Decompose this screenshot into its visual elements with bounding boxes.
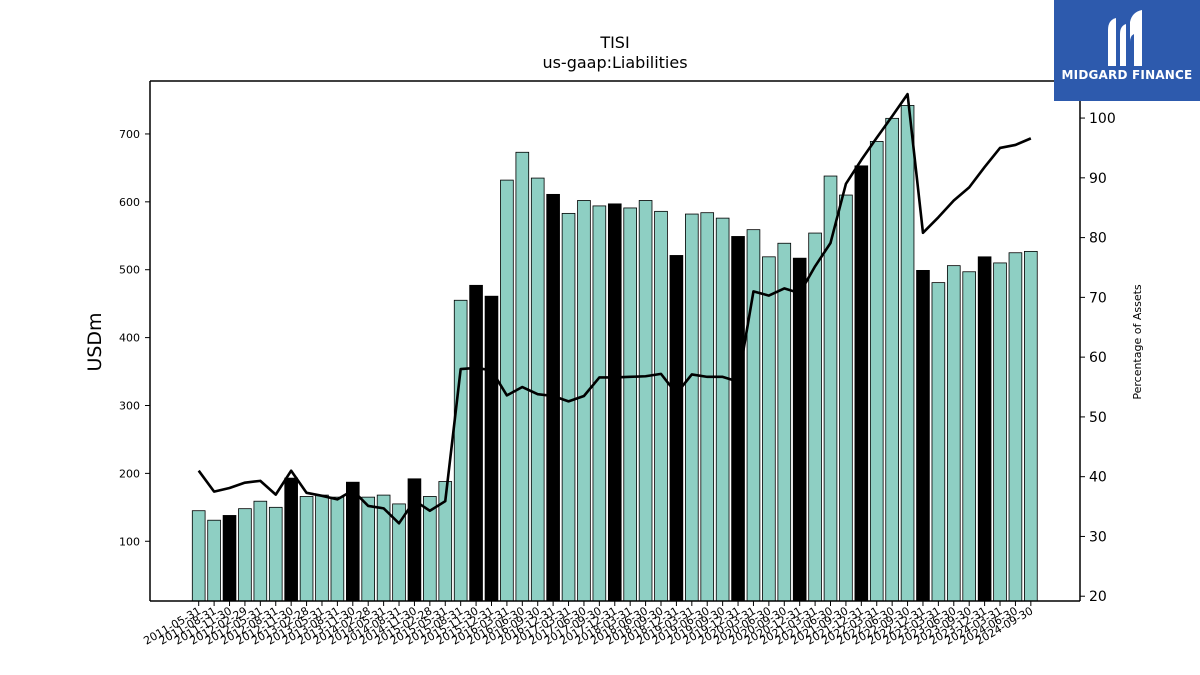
bar-2017-12-31 bbox=[607, 203, 622, 602]
bar-2022-12-31 bbox=[916, 269, 930, 602]
bar-2015-11-30 bbox=[469, 284, 483, 602]
bar-2017-06-30 bbox=[577, 200, 591, 602]
y2-tick-label: 60 bbox=[1089, 350, 1107, 366]
bar-2022-09-30 bbox=[900, 105, 915, 602]
bar-2020-12-31 bbox=[792, 257, 807, 602]
bar-2024-09-30 bbox=[1024, 250, 1038, 602]
y-tick-label: 600 bbox=[119, 196, 140, 209]
y2-tick-label: 20 bbox=[1089, 589, 1107, 605]
bar-2016-09-30 bbox=[530, 177, 545, 602]
brand-name: MIDGARD FINANCE bbox=[1061, 68, 1193, 82]
y2-tick-label: 30 bbox=[1089, 529, 1107, 545]
bar-2016-06-30 bbox=[515, 151, 530, 602]
y2-tick-label: 100 bbox=[1089, 111, 1116, 127]
y-tick-label: 400 bbox=[119, 332, 140, 345]
percentage-line bbox=[197, 92, 1032, 525]
bar-2012-05-31 bbox=[253, 500, 268, 602]
bar-2014-11-30 bbox=[407, 478, 422, 602]
bar-2018-09-30 bbox=[654, 210, 668, 602]
bars-layer bbox=[191, 105, 1038, 602]
bar-2018-03-31 bbox=[623, 207, 637, 602]
chart-title: TISI bbox=[599, 33, 629, 52]
ticks-layer: 100 200 300 400 500 600 700 20 30 40 50 60 70 80 90 100… bbox=[119, 111, 1116, 648]
y2-tick-label: 90 bbox=[1089, 171, 1107, 187]
y-tick-label: 700 bbox=[119, 128, 140, 141]
bar-2019-06-30 bbox=[700, 212, 715, 602]
bar-2018-06-30 bbox=[638, 200, 653, 602]
bar-2024-06-30 bbox=[1008, 252, 1023, 602]
bar-2017-09-30 bbox=[592, 205, 607, 602]
bar-2012-11-30 bbox=[284, 477, 298, 602]
bar-2012-08-31 bbox=[268, 506, 283, 602]
bar-2017-03-31 bbox=[561, 212, 576, 602]
y-tick-label: 300 bbox=[119, 399, 140, 412]
bar-2023-09-30 bbox=[962, 271, 976, 602]
bar-2024-03-31 bbox=[993, 262, 1007, 602]
bar-2011-08-31 bbox=[207, 519, 221, 602]
bar-2021-03-31 bbox=[808, 232, 822, 602]
brand-logo: MIDGARD FINANCE bbox=[1054, 0, 1200, 101]
bar-2019-09-30 bbox=[715, 217, 730, 602]
bar-2023-06-30 bbox=[946, 265, 961, 602]
y2-tick-label: 40 bbox=[1089, 470, 1107, 486]
bar-2014-02-28 bbox=[361, 496, 376, 602]
bar-2020-06-30 bbox=[762, 256, 776, 602]
bar-2022-06-30 bbox=[885, 117, 899, 602]
y-tick-label: 200 bbox=[119, 467, 140, 480]
bar-2019-12-31 bbox=[731, 236, 745, 602]
bar-2015-12-31 bbox=[484, 295, 499, 602]
y2-axis-label: Percentage of Assets bbox=[1131, 284, 1144, 400]
bar-2013-08-31 bbox=[330, 496, 345, 602]
brand-mark-icon bbox=[1108, 10, 1142, 66]
bar-2023-12-31 bbox=[977, 256, 992, 602]
bar-2021-09-30 bbox=[839, 194, 853, 602]
y2-tick-label: 80 bbox=[1089, 231, 1107, 247]
bar-2020-09-30 bbox=[777, 242, 792, 602]
bar-2013-02-28 bbox=[299, 496, 314, 602]
bar-2012-02-29 bbox=[238, 508, 252, 602]
bar-2013-05-31 bbox=[315, 494, 329, 602]
bar-2013-11-30 bbox=[345, 481, 360, 602]
bar-2018-12-31 bbox=[669, 255, 684, 602]
y-tick-label: 100 bbox=[119, 535, 140, 548]
bar-2011-11-30 bbox=[222, 515, 237, 602]
y-tick-label: 500 bbox=[119, 264, 140, 277]
bar-2020-03-31 bbox=[746, 229, 761, 602]
y2-tick-label: 50 bbox=[1089, 410, 1107, 426]
chart-subtitle: us-gaap:Liabilities bbox=[542, 53, 687, 72]
bar-2015-08-31 bbox=[453, 299, 468, 602]
y-axis-label: USDm bbox=[84, 312, 106, 371]
bar-2011-05-31 bbox=[191, 510, 206, 602]
bar-2019-03-31 bbox=[685, 213, 699, 602]
bar-2021-12-31 bbox=[854, 165, 869, 602]
line-layer bbox=[197, 92, 1032, 525]
bar-2023-03-31 bbox=[931, 282, 946, 602]
bar-2022-03-31 bbox=[869, 141, 884, 602]
y2-tick-label: 70 bbox=[1089, 290, 1107, 306]
bar-2015-02-28 bbox=[423, 496, 437, 602]
